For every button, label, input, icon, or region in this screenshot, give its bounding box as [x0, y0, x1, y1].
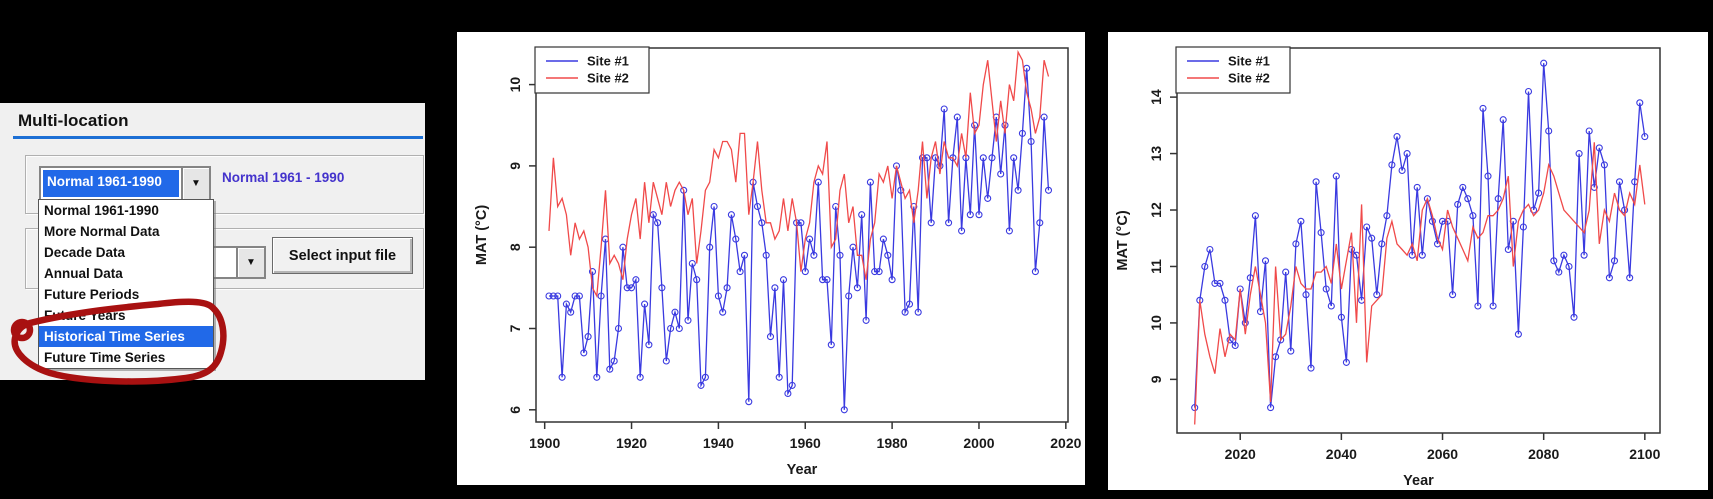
- svg-text:2000: 2000: [963, 435, 994, 451]
- svg-text:Site #2: Site #2: [587, 71, 629, 86]
- svg-text:2060: 2060: [1427, 446, 1458, 462]
- svg-text:MAT (°C): MAT (°C): [1115, 210, 1131, 270]
- svg-text:2100: 2100: [1629, 446, 1660, 462]
- dropdown-item[interactable]: Future Years: [44, 308, 126, 323]
- svg-text:2080: 2080: [1528, 446, 1559, 462]
- svg-text:12: 12: [1148, 202, 1164, 218]
- svg-text:6: 6: [507, 406, 523, 414]
- chevron-down-icon[interactable]: ▼: [181, 168, 209, 199]
- svg-text:11: 11: [1148, 259, 1164, 274]
- dropdown-item[interactable]: Annual Data: [44, 266, 123, 281]
- normal-data-groupbox: [25, 155, 424, 214]
- future-chart-card: 2020 2040 2060 2080 2100 9 10 11 12 13 14 Year MAT (…: [1108, 32, 1708, 490]
- svg-text:10: 10: [507, 77, 523, 93]
- svg-text:1900: 1900: [529, 435, 560, 451]
- select-input-file-button[interactable]: Select input file: [272, 237, 413, 274]
- svg-text:Site #1: Site #1: [587, 54, 629, 69]
- historical-chart-card: 1900 1920 1940 1960 1980 2000 2020 6 7 8 9 10 Year MA…: [457, 32, 1085, 485]
- svg-text:2040: 2040: [1326, 446, 1357, 462]
- svg-text:2020: 2020: [1050, 435, 1081, 451]
- svg-text:MAT (°C): MAT (°C): [474, 205, 490, 265]
- period-combobox-value: Normal 1961-1990: [43, 170, 179, 197]
- dropdown-item[interactable]: More Normal Data: [44, 224, 160, 239]
- dropdown-item[interactable]: Normal 1961-1990: [44, 203, 159, 218]
- svg-text:Year: Year: [787, 462, 818, 478]
- svg-text:1940: 1940: [703, 435, 734, 451]
- svg-text:1920: 1920: [616, 435, 647, 451]
- input-file-groupbox: [25, 228, 424, 289]
- period-side-label: Normal 1961 - 1990: [222, 170, 345, 185]
- dropdown-item[interactable]: Future Periods: [44, 287, 140, 302]
- svg-text:1960: 1960: [790, 435, 821, 451]
- title-underline: [13, 136, 423, 139]
- svg-text:10: 10: [1148, 315, 1164, 331]
- future-chart: 2020 2040 2060 2080 2100 9 10 11 12 13 14 Year MAT (…: [1115, 46, 1661, 489]
- svg-text:9: 9: [1148, 375, 1164, 383]
- svg-text:8: 8: [507, 243, 523, 251]
- svg-text:Year: Year: [1403, 473, 1434, 489]
- dropdown-item[interactable]: Historical Time Series: [39, 326, 213, 347]
- svg-text:Site #2: Site #2: [1228, 71, 1270, 86]
- dropdown-item[interactable]: Future Time Series: [44, 350, 166, 365]
- svg-text:14: 14: [1148, 89, 1164, 105]
- period-combobox[interactable]: Normal 1961-1990 ▼: [39, 166, 211, 201]
- svg-text:13: 13: [1148, 146, 1164, 162]
- svg-text:7: 7: [507, 324, 523, 332]
- dropdown-item[interactable]: Decade Data: [44, 245, 126, 260]
- historical-chart: 1900 1920 1940 1960 1980 2000 2020 6 7 8 9 10 Year MA…: [474, 46, 1082, 478]
- multi-location-panel: Multi-location Normal 1961-1990 ▼ Normal…: [0, 103, 425, 385]
- svg-text:1980: 1980: [877, 435, 908, 451]
- chevron-down-icon[interactable]: ▼: [236, 248, 264, 277]
- panel-title: Multi-location: [18, 111, 129, 130]
- dropdown-list[interactable]: Normal 1961-1990 More Normal Data Decade D…: [38, 199, 214, 369]
- svg-text:9: 9: [507, 162, 523, 170]
- svg-text:Site #1: Site #1: [1228, 54, 1270, 69]
- svg-text:2020: 2020: [1225, 446, 1256, 462]
